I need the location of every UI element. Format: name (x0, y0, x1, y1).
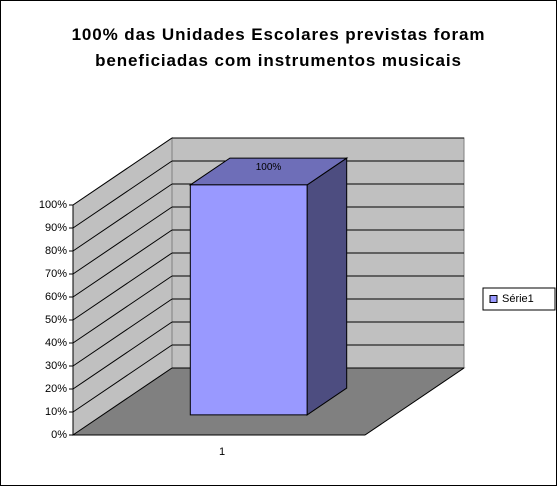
y-tick-label: 10% (45, 406, 67, 418)
y-tick-label: 20% (45, 383, 67, 395)
y-tick-label: 0% (51, 429, 67, 441)
grid-line (72, 298, 173, 367)
y-tick-label: 50% (45, 314, 67, 326)
data-label: 100% (256, 162, 282, 173)
x-tick-label: 1 (219, 446, 225, 458)
legend-box (482, 287, 556, 311)
grid-line (72, 344, 173, 413)
depth-axis (364, 367, 465, 436)
y-tick-label: 60% (45, 291, 67, 303)
bar (189, 184, 308, 416)
y-tick-label: 90% (45, 222, 67, 234)
grid-line (72, 275, 173, 344)
grid-line (72, 229, 173, 298)
y-tick-label: 80% (45, 245, 67, 257)
bar-side (306, 157, 348, 416)
y-tick-label: 100% (39, 199, 67, 211)
grid-line (72, 206, 173, 275)
grid-line (72, 321, 173, 390)
legend-label: Série1 (502, 293, 534, 305)
y-tick-label: 40% (45, 337, 67, 349)
y-tick-label: 70% (45, 268, 67, 280)
grid-line (72, 160, 173, 229)
grid-line (72, 137, 173, 206)
grid-line (72, 367, 173, 436)
y-tick-label: 30% (45, 360, 67, 372)
grid-line (72, 252, 173, 321)
grid-line (72, 183, 173, 252)
chart-title: 100% das Unidades Escolares previstas fo… (71, 25, 486, 70)
legend-swatch (489, 295, 498, 303)
